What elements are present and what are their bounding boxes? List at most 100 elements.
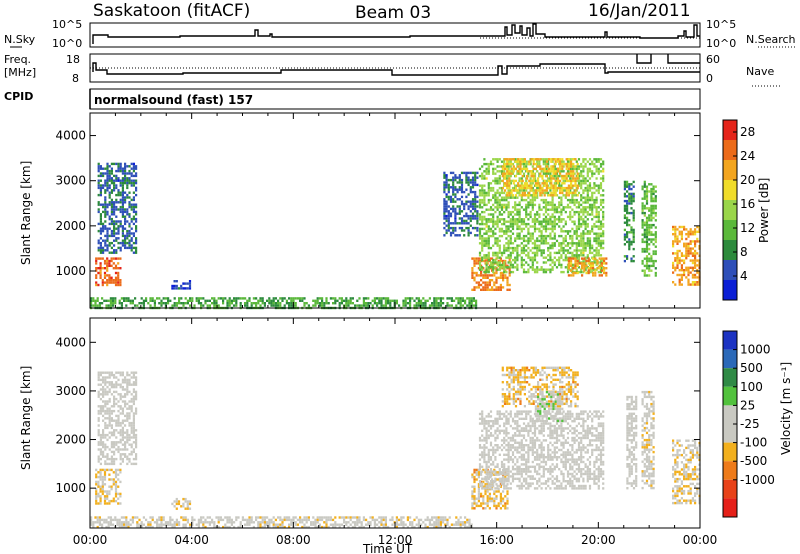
heatmap-cell — [378, 525, 381, 529]
heatmap-cell — [327, 518, 330, 522]
heatmap-cell — [437, 516, 440, 519]
heatmap-cell — [487, 208, 490, 211]
heatmap-cell — [171, 304, 174, 307]
heatmap-cell — [632, 192, 635, 196]
heatmap-cell — [99, 203, 102, 206]
heatmap-cell — [623, 216, 626, 220]
heatmap-cell — [522, 222, 526, 226]
heatmap-cell — [525, 210, 528, 214]
heatmap-cell — [290, 304, 293, 307]
heatmap-cell — [469, 200, 472, 203]
heatmap-cell — [457, 518, 460, 522]
heatmap-cell — [136, 516, 139, 519]
heatmap-cell — [184, 523, 187, 526]
heatmap-cell — [580, 198, 583, 202]
heatmap-cell — [104, 393, 107, 396]
heatmap-cell — [378, 521, 381, 524]
heatmap-cell — [514, 186, 518, 190]
heatmap-cell — [572, 162, 575, 166]
heatmap-cell — [516, 191, 519, 195]
heatmap-cell — [126, 165, 129, 168]
heatmap-cell — [571, 251, 574, 255]
heatmap-cell — [600, 269, 603, 272]
heatmap-cell — [376, 302, 379, 305]
heatmap-cell — [641, 262, 644, 265]
heatmap-cell — [500, 203, 504, 207]
heatmap-cell — [208, 299, 211, 302]
heatmap-cell — [228, 304, 231, 307]
heatmap-cell — [538, 220, 541, 223]
heatmap-cell — [241, 516, 244, 519]
heatmap-cell — [422, 297, 425, 300]
heatmap-cell — [632, 214, 635, 217]
heatmap-cell — [687, 233, 690, 236]
heatmap-cell — [121, 431, 124, 434]
heatmap-cell — [99, 393, 102, 396]
heatmap-cell — [115, 381, 118, 384]
heatmap-cell — [650, 264, 653, 268]
freq-strip: 18 8 60 0 — [66, 53, 720, 85]
heatmap-cell — [119, 393, 122, 396]
heatmap-cell — [113, 429, 116, 432]
heatmap-cell — [130, 244, 133, 247]
heatmap-cell — [508, 170, 511, 173]
heatmap-cell — [160, 299, 163, 302]
heatmap-cell — [645, 231, 649, 234]
heatmap-cell — [672, 252, 675, 255]
heatmap-cell — [103, 262, 107, 265]
heatmap-cell — [316, 302, 319, 305]
heatmap-cell — [97, 165, 100, 168]
heatmap-cell — [694, 230, 697, 233]
heatmap-cell — [551, 160, 554, 163]
heatmap-cell — [558, 249, 561, 252]
heatmap-cell — [132, 414, 135, 418]
heatmap-cell — [525, 239, 528, 243]
heatmap-cell — [99, 267, 102, 270]
heatmap-cell — [120, 523, 123, 526]
heatmap-cell — [503, 263, 506, 267]
heatmap-cell — [643, 214, 646, 217]
heatmap-cell — [687, 252, 690, 255]
heatmap-cell — [121, 184, 124, 187]
heatmap-cell — [128, 165, 131, 168]
heatmap-cell — [132, 433, 135, 437]
heatmap-cell — [445, 217, 448, 220]
heatmap-cell — [487, 172, 490, 175]
heatmap-cell — [233, 299, 236, 302]
heatmap-cell — [549, 215, 552, 219]
heatmap-cell — [641, 240, 644, 244]
heatmap-cell — [442, 516, 445, 519]
heatmap-cell — [591, 230, 594, 233]
heatmap-cell — [623, 209, 626, 212]
heatmap-cell — [160, 525, 163, 529]
heatmap-cell — [99, 409, 102, 413]
heatmap-cell — [654, 199, 657, 203]
heatmap-cell — [108, 371, 111, 374]
heatmap-cell — [542, 251, 545, 255]
heatmap-cell — [483, 189, 486, 192]
heatmap-cell — [121, 400, 124, 403]
heatmap-cell — [106, 181, 109, 185]
heatmap-cell — [206, 516, 209, 519]
heatmap-cell — [106, 169, 109, 173]
heatmap-cell — [586, 198, 589, 202]
nsky-label: N.Sky — [4, 33, 36, 46]
heatmap-cell — [576, 172, 579, 175]
heatmap-cell — [114, 279, 118, 282]
heatmap-cell — [652, 262, 655, 265]
heatmap-cell — [510, 172, 513, 175]
heatmap-cell — [536, 254, 539, 257]
heatmap-cell — [537, 165, 540, 168]
heatmap-cell — [520, 256, 523, 259]
heatmap-cell — [520, 189, 523, 192]
heatmap-cell — [460, 195, 464, 199]
heatmap-cell — [588, 246, 592, 250]
heatmap-cell — [178, 523, 181, 526]
heatmap-cell — [268, 297, 271, 300]
heatmap-cell — [476, 212, 479, 215]
heatmap-cell — [551, 174, 554, 178]
heatmap-cell — [261, 521, 264, 524]
heatmap-cell — [507, 234, 510, 238]
heatmap-cell — [538, 182, 541, 185]
heatmap-cell — [248, 518, 251, 522]
